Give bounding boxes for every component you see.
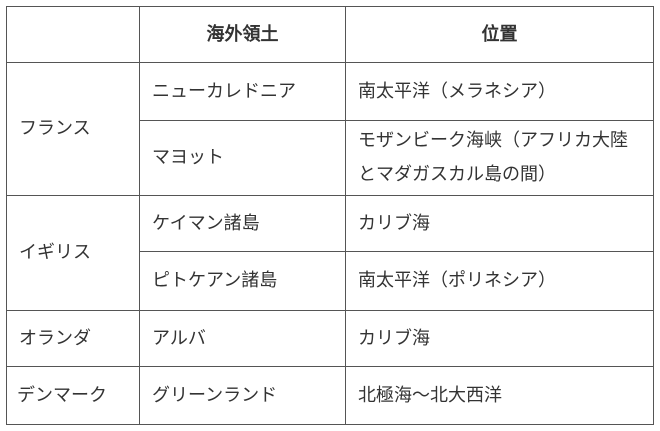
table-row: マヨット モザンビーク海峡（アフリカ大陸とマダガスカル島の間） [7, 120, 654, 196]
table-row: フランス ニューカレドニア 南太平洋（メラネシア） [6, 62, 654, 196]
territories-table: 海外領土 位置 フランス ニューカレドニア 南太平洋（メラネシア） マヨット モ… [6, 6, 654, 425]
location-cell: 南太平洋（ポリネシア） [345, 251, 654, 311]
territory-cell: アルバ [139, 310, 346, 367]
territory-cell: ピトケアン諸島 [139, 251, 346, 311]
table-row: デンマーク グリーンランド 北極海〜北大西洋 [6, 366, 654, 425]
table-row: イギリス ケイマン諸島 カリブ海 [6, 195, 654, 311]
table-row: ピトケアン諸島 南太平洋（ポリネシア） [7, 251, 654, 311]
table-row: オランダ アルバ カリブ海 [6, 310, 654, 367]
header-row: 海外領土 位置 [6, 6, 654, 63]
territory-cell: グリーンランド [139, 366, 346, 425]
location-cell: 南太平洋（メラネシア） [345, 62, 654, 121]
territory-cell: マヨット [139, 120, 346, 196]
header-territory: 海外領土 [139, 6, 346, 63]
location-cell: モザンビーク海峡（アフリカ大陸とマダガスカル島の間） [345, 120, 654, 196]
location-cell: カリブ海 [345, 310, 654, 367]
country-cell: デンマーク [6, 366, 140, 425]
location-cell: 北極海〜北大西洋 [345, 366, 654, 425]
territory-cell: ニューカレドニア [139, 62, 346, 121]
country-cell: オランダ [6, 310, 140, 367]
country-cell: フランス [6, 62, 140, 196]
country-cell: イギリス [6, 195, 140, 311]
header-country [6, 6, 140, 63]
location-cell: カリブ海 [345, 195, 654, 252]
territory-cell: ケイマン諸島 [139, 195, 346, 252]
header-location: 位置 [345, 6, 654, 63]
